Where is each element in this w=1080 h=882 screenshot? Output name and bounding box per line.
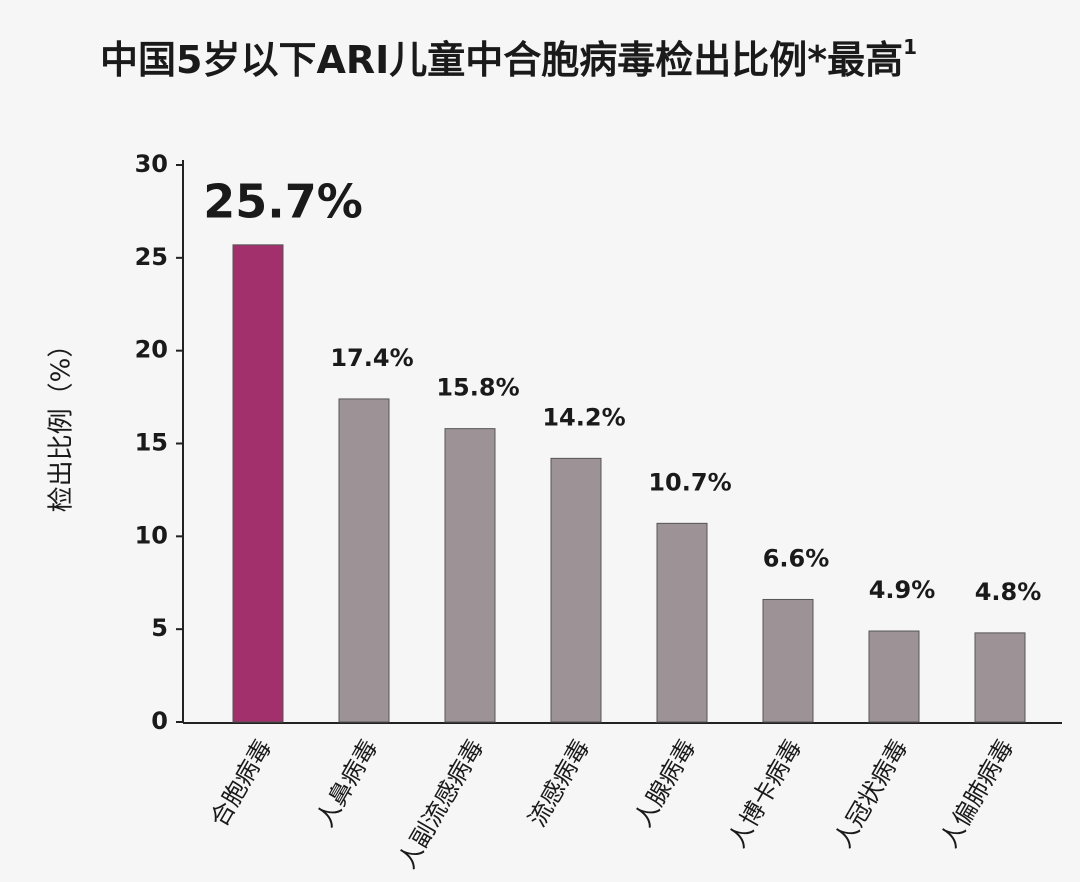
x-tick-label: 人副流感病毒 — [393, 735, 489, 874]
bar — [974, 632, 1026, 723]
value-label: 15.8% — [436, 374, 519, 402]
bar — [232, 244, 284, 723]
bar — [550, 457, 602, 723]
value-label: 17.4% — [330, 344, 413, 372]
chart-title: 中国5岁以下ARI儿童中合胞病毒检出比例*最高1 — [100, 35, 917, 82]
x-tick-label: 人冠状病毒 — [829, 735, 913, 853]
y-tick-label: 5 — [151, 614, 168, 642]
bar — [762, 598, 814, 723]
value-label: 4.8% — [975, 578, 1042, 606]
value-label: 4.9% — [869, 576, 936, 604]
bar — [868, 630, 920, 723]
value-label: 10.7% — [648, 468, 731, 496]
x-tick-label: 合胞病毒 — [205, 735, 277, 832]
y-axis-label: 检出比例（%） — [47, 332, 77, 513]
y-tick-label: 10 — [135, 521, 168, 549]
bar — [656, 522, 708, 723]
x-tick-label: 人博卡病毒 — [723, 735, 807, 853]
x-tick-label: 流感病毒 — [523, 735, 595, 832]
x-tick-label: 人腺病毒 — [629, 735, 701, 832]
value-label: 14.2% — [542, 403, 625, 431]
y-tick-label: 30 — [135, 150, 168, 178]
y-tick-label: 0 — [151, 707, 168, 735]
value-label: 6.6% — [763, 544, 830, 572]
value-label: 25.7% — [203, 174, 363, 228]
x-tick-label: 人偏肺病毒 — [935, 735, 1019, 853]
y-tick-label: 20 — [135, 336, 168, 364]
bar — [338, 398, 390, 723]
title-superscript: 1 — [903, 35, 917, 59]
bar — [444, 428, 496, 723]
title-text: 中国5岁以下ARI儿童中合胞病毒检出比例*最高 — [100, 38, 903, 82]
y-tick-label: 25 — [135, 243, 168, 271]
x-tick-label: 人鼻病毒 — [311, 735, 383, 832]
y-tick-label: 15 — [135, 429, 168, 457]
